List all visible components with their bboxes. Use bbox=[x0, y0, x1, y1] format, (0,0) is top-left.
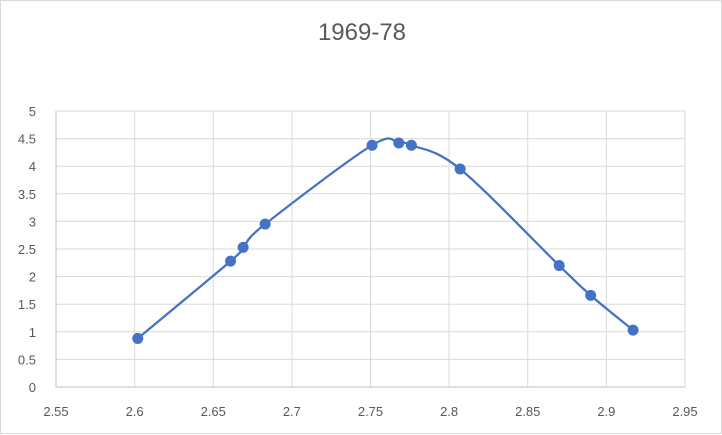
y-tick-label: 0 bbox=[29, 380, 36, 395]
data-point bbox=[405, 139, 417, 151]
chart-title: 1969-78 bbox=[317, 19, 407, 46]
y-tick-label: 3.5 bbox=[18, 187, 36, 202]
data-point bbox=[225, 255, 237, 267]
data-point bbox=[585, 289, 597, 301]
x-tick-label: 2.65 bbox=[201, 404, 226, 419]
data-point bbox=[393, 137, 405, 149]
data-point bbox=[454, 163, 466, 175]
y-tick-label: 2 bbox=[29, 270, 36, 285]
y-tick-label: 5 bbox=[29, 104, 36, 119]
x-tick-label: 2.75 bbox=[358, 404, 383, 419]
gridlines bbox=[55, 110, 686, 388]
x-tick-label: 2.7 bbox=[283, 404, 301, 419]
series-line bbox=[137, 137, 634, 340]
data-point bbox=[259, 218, 271, 230]
y-tick-label: 1 bbox=[29, 325, 36, 340]
data-point bbox=[237, 241, 249, 253]
data-point bbox=[627, 324, 639, 336]
series-points-layer bbox=[132, 137, 639, 344]
y-tick-label: 1.5 bbox=[18, 297, 36, 312]
x-tick-label: 2.95 bbox=[672, 404, 697, 419]
y-tick-label: 2.5 bbox=[18, 242, 36, 257]
x-tick-label: 2.8 bbox=[440, 404, 458, 419]
y-tick-label: 4.5 bbox=[18, 132, 36, 147]
axes: 2.55 2.6 2.65 2.7 2.75 2.8 2.85 2.9 2.9500.511.5… bbox=[18, 104, 698, 419]
data-point bbox=[132, 332, 144, 344]
y-tick-label: 3 bbox=[29, 214, 36, 229]
x-tick-label: 2.85 bbox=[515, 404, 540, 419]
x-tick-label: 2.9 bbox=[597, 404, 615, 419]
data-point bbox=[366, 139, 378, 151]
data-point bbox=[553, 260, 565, 272]
y-tick-label: 4 bbox=[29, 159, 36, 174]
series-line-layer bbox=[137, 137, 634, 340]
x-tick-label: 2.55 bbox=[43, 404, 68, 419]
x-tick-label: 2.6 bbox=[126, 404, 144, 419]
y-tick-label: 0.5 bbox=[18, 352, 36, 367]
